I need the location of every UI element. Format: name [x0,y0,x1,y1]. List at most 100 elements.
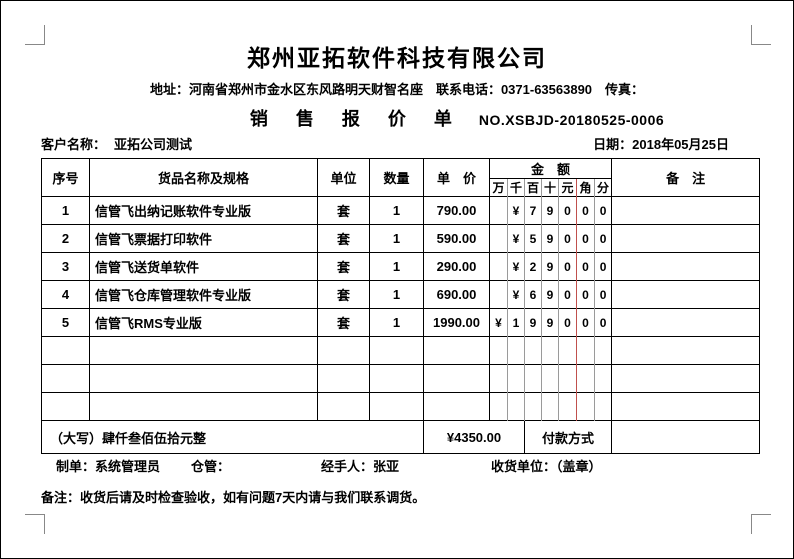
cell-digit-yuan: 0 [558,308,577,337]
document-title-row: 销 售 报 价 单 NO.XSBJD-20180525-0006 [61,105,793,131]
signature-row: 制单：系统管理员 仓管： 经手人：张亚 收货单位：（盖章） [56,456,602,475]
total-amount: ¥4350.00 [423,420,525,454]
document-title: 销 售 报 价 单 [249,109,457,129]
document-number: NO.XSBJD-20180525-0006 [478,112,665,128]
company-name: 郑州亚拓软件科技有限公司 [247,45,547,71]
cell-digit-qian: ¥ [507,196,525,225]
table-row: 3 信管飞送货单软件 套 1 290.00 ¥ 2 9 0 0 0 [41,252,761,281]
quotation-table: 序号 货品名称及规格 单位 数量 单 价 金 额 备 注 万 千 百 十 元 角… [41,158,761,454]
total-amount-in-words: （大写）肆仟叁佰伍拾元整 [41,420,424,454]
cell-product-name: 信管飞出纳记账软件专业版 [89,196,318,225]
cell-product-name [89,364,318,393]
cell-digit-wan [489,364,508,393]
cell-digit-bai: 2 [524,252,542,281]
cell-digit-bai: 6 [524,280,542,309]
cell-unit-price: 290.00 [423,252,490,281]
cell-digit-jiao: 0 [576,280,595,309]
cell-unit [317,364,370,393]
bottom-note: 备注：收货后请及时检查验收，如有问题7天内请与我们联系调货。 [41,490,426,505]
customer-block: 客户名称： 亚拓公司测试 [41,134,192,153]
cell-quantity: 1 [369,308,424,337]
cell-serial: 1 [41,196,90,225]
cell-unit-price: 1990.00 [423,308,490,337]
cell-product-name [89,392,318,421]
cell-digit-bai: 9 [524,308,542,337]
cell-unit-price [423,392,490,421]
cell-digit-fen: 0 [593,280,612,309]
amount-unit-qian: 千 [507,178,525,197]
cell-digit-fen [593,364,612,393]
cell-product-name: 信管飞送货单软件 [89,252,318,281]
cell-digit-bai [524,392,542,421]
cell-digit-jiao: 0 [576,308,595,337]
warehouse-line: 仓管： [191,459,231,474]
cell-quantity: 1 [369,280,424,309]
cell-remark [611,308,761,337]
cell-digit-qian [507,392,525,421]
cell-digit-wan [489,196,508,225]
cell-digit-wan [489,392,508,421]
table-row [41,364,761,393]
cell-digit-fen: 0 [593,224,612,253]
company-address-line: 地址：河南省郑州市金水区东风路明天财智名座 联系电话：0371-63563890… [149,82,645,97]
cell-digit-yuan [558,364,577,393]
maker-line: 制单：系统管理员 [56,459,161,474]
cell-digit-jiao [576,364,595,393]
amount-unit-yuan: 元 [558,178,577,197]
cell-digit-bai: 7 [524,196,542,225]
cell-digit-bai [524,364,542,393]
cell-unit: 套 [317,280,370,309]
column-header-unit: 单位 [317,158,370,197]
cell-digit-yuan [558,392,577,421]
cell-unit: 套 [317,252,370,281]
total-row: （大写）肆仟叁佰伍拾元整 ¥4350.00 付款方式 [41,420,761,454]
cell-unit-price: 790.00 [423,196,490,225]
cell-remark [611,252,761,281]
table-row: 1 信管飞出纳记账软件专业版 套 1 790.00 ¥ 7 9 0 0 0 [41,196,761,225]
cell-digit-shi: 9 [541,252,559,281]
cell-digit-jiao: 0 [576,252,595,281]
column-header-unit-price: 单 价 [423,158,490,197]
crop-mark-top-right-icon [751,25,771,45]
cell-remark [611,224,761,253]
cell-serial: 5 [41,308,90,337]
cell-quantity: 1 [369,252,424,281]
customer-name: 亚拓公司测试 [114,137,193,152]
column-header-quantity: 数量 [369,158,424,197]
cell-digit-shi: 9 [541,308,559,337]
total-remark-cell [611,420,761,454]
crop-mark-top-left-icon [25,25,45,45]
cell-unit-price: 590.00 [423,224,490,253]
cell-digit-yuan: 0 [558,196,577,225]
date-line: 日期：2018年05月25日 [593,137,729,152]
cell-digit-shi [541,392,559,421]
column-header-serial: 序号 [41,158,90,197]
cell-digit-wan [489,224,508,253]
cell-serial: 4 [41,280,90,309]
cell-digit-wan [489,252,508,281]
info-row: 客户名称： 亚拓公司测试 日期：2018年05月25日 [41,134,729,153]
cell-digit-fen: 0 [593,308,612,337]
cell-digit-shi: 9 [541,224,559,253]
cell-quantity: 1 [369,196,424,225]
cell-product-name: 信管飞票据打印软件 [89,224,318,253]
cell-digit-wan [489,336,508,365]
cell-digit-bai: 5 [524,224,542,253]
table-row [41,392,761,421]
cell-product-name: 信管飞RMS专业版 [89,308,318,337]
cell-digit-qian: ¥ [507,224,525,253]
cell-serial [41,364,90,393]
amount-unit-bai: 百 [524,178,542,197]
cell-product-name [89,336,318,365]
handler-line: 经手人：张亚 [321,459,400,474]
cell-digit-shi [541,364,559,393]
receiver-line: 收货单位：（盖章） [491,459,602,474]
cell-digit-shi: 9 [541,280,559,309]
cell-digit-jiao [576,336,595,365]
cell-serial: 3 [41,252,90,281]
cell-digit-fen [593,336,612,365]
payment-method-label: 付款方式 [523,420,612,454]
cell-unit [317,392,370,421]
amount-unit-jiao: 角 [576,178,595,197]
